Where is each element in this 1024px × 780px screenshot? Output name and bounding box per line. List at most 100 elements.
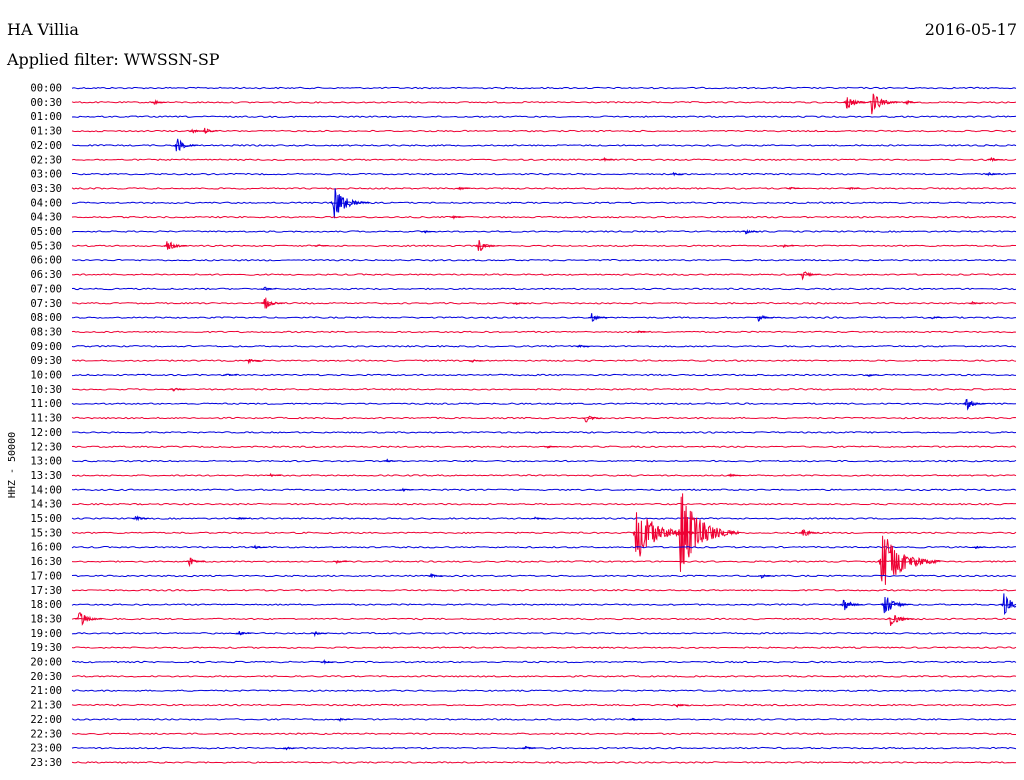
seismic-event — [329, 188, 370, 219]
trace-baseline — [71, 201, 1017, 205]
tick-label: 16:00 — [30, 542, 62, 554]
trace-row — [71, 398, 1017, 411]
trace-row — [71, 544, 1017, 549]
tick-label: 20:00 — [30, 657, 62, 669]
trace-row — [71, 535, 1017, 585]
tick-label: 22:00 — [30, 714, 62, 726]
seismic-event — [201, 127, 219, 135]
seismic-event — [742, 228, 758, 235]
seismic-event — [786, 186, 801, 191]
trace-row — [71, 186, 1017, 191]
tick-label: 13:30 — [30, 470, 62, 482]
seismic-event — [1000, 593, 1017, 616]
trace-baseline — [71, 330, 1017, 334]
trace-row — [71, 358, 1017, 365]
seismic-event — [839, 599, 864, 611]
seismic-event — [251, 544, 268, 549]
seismic-event — [311, 631, 327, 638]
seismic-event — [632, 512, 695, 557]
trace-row — [71, 239, 1017, 251]
trace-row — [71, 86, 1017, 90]
trace-baseline — [71, 258, 1017, 262]
tick-label: 02:00 — [30, 140, 62, 152]
trace-row — [71, 387, 1017, 392]
seismic-event — [223, 373, 238, 377]
trace-row — [71, 171, 1017, 177]
trace-baseline — [71, 703, 1017, 707]
seismic-event — [798, 528, 820, 536]
trace-row — [71, 156, 1017, 163]
tick-label: 21:00 — [30, 685, 62, 697]
seismic-event — [669, 171, 685, 177]
seismic-event — [962, 398, 987, 411]
tick-label: 03:30 — [30, 183, 62, 195]
trace-baseline — [71, 718, 1017, 721]
seismic-event — [282, 746, 297, 751]
seismic-event — [235, 631, 252, 636]
station-name: HA Villia — [7, 20, 79, 39]
trace-baseline — [71, 675, 1017, 678]
trace-row — [71, 515, 1017, 522]
seismic-event — [842, 97, 869, 109]
trace-row — [71, 373, 1017, 377]
trace-row — [71, 732, 1016, 735]
trace-baseline — [71, 646, 1017, 649]
tick-label: 12:00 — [30, 427, 62, 439]
trace-baseline — [71, 287, 1017, 291]
trace-row — [71, 745, 1017, 751]
tick-label: 07:00 — [30, 283, 62, 295]
tick-label: 08:30 — [30, 326, 62, 338]
seismic-event — [320, 658, 335, 665]
tick-label: 01:30 — [30, 126, 62, 138]
trace-baseline — [71, 660, 1017, 664]
trace-baseline — [71, 416, 1017, 420]
trace-baseline — [71, 345, 1017, 348]
seismic-event — [675, 493, 740, 572]
tick-label: 11:00 — [30, 398, 62, 410]
record-date: 2016-05-17 — [924, 20, 1017, 39]
tick-label: 18:00 — [30, 599, 62, 611]
tick-label: 20:30 — [30, 671, 62, 683]
trace-row — [71, 415, 1017, 423]
tick-label: 05:30 — [30, 240, 62, 252]
seismic-event — [754, 315, 774, 322]
tick-label: 04:00 — [30, 197, 62, 209]
trace-baseline — [71, 431, 1017, 434]
seismic-event — [581, 415, 603, 423]
tick-label: 15:00 — [30, 513, 62, 525]
tick-label: 09:30 — [30, 355, 62, 367]
seismic-event — [600, 156, 615, 163]
trace-baseline — [71, 531, 1017, 535]
trace-baseline — [71, 488, 1017, 492]
seismic-event — [575, 344, 590, 349]
seismic-event — [673, 703, 689, 708]
tick-label: 08:00 — [30, 312, 62, 324]
seismic-event — [902, 99, 919, 106]
seismic-event — [468, 359, 483, 363]
tick-label: 10:30 — [30, 384, 62, 396]
trace-baseline — [71, 761, 1017, 764]
seismic-event — [877, 535, 941, 585]
trace-row — [71, 502, 1017, 506]
trace-row — [71, 487, 1017, 492]
tick-label: 21:30 — [30, 700, 62, 712]
seismogram-traces — [71, 86, 1017, 764]
tick-label: 09:00 — [30, 341, 62, 353]
tick-label: 14:30 — [30, 499, 62, 511]
trace-baseline — [71, 316, 1017, 319]
trace-baseline — [71, 588, 1017, 592]
seismic-event — [383, 458, 398, 463]
seismic-event — [927, 316, 943, 320]
seismic-event — [399, 487, 414, 492]
seismic-event — [531, 516, 546, 520]
trace-baseline — [71, 244, 1017, 248]
trace-baseline — [71, 301, 1017, 305]
tick-label: 03:00 — [30, 169, 62, 181]
tick-label: 12:30 — [30, 441, 62, 453]
trace-row — [71, 658, 1017, 665]
trace-row — [71, 93, 1017, 115]
seismic-event — [780, 243, 795, 249]
trace-baseline — [71, 144, 1017, 147]
tick-label: 02:30 — [30, 154, 62, 166]
